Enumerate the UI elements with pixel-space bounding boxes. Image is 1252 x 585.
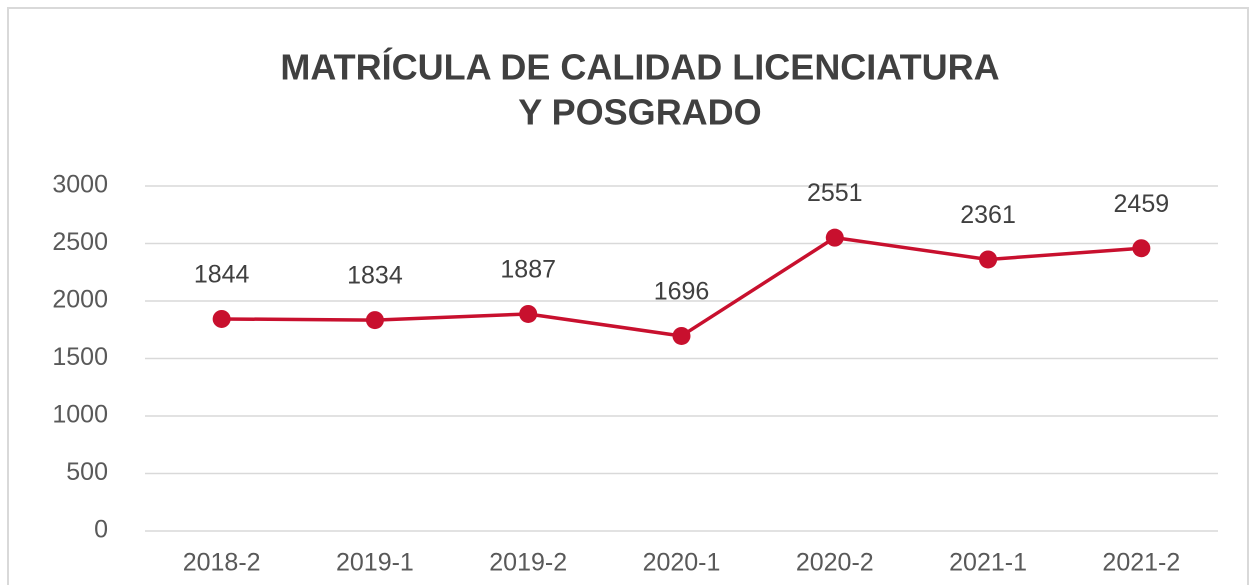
x-tick-label: 2018-2 xyxy=(183,549,261,577)
point xyxy=(825,228,844,247)
x-tick-label: 2019-1 xyxy=(336,549,414,577)
point xyxy=(672,326,691,345)
y-tick-label: 1500 xyxy=(52,343,108,371)
point xyxy=(519,304,538,323)
chart-title: Y POSGRADO xyxy=(518,92,761,133)
chart-title: MATRÍCULA DE CALIDAD LICENCIATURA xyxy=(280,47,999,88)
x-tick-label: 2020-1 xyxy=(643,549,721,577)
data-label: 1887 xyxy=(500,256,556,284)
point xyxy=(1132,239,1151,258)
x-tick-label: 2021-2 xyxy=(1102,549,1180,577)
y-tick-label: 1000 xyxy=(52,401,108,429)
data-label: 2551 xyxy=(807,179,863,207)
data-label: 1844 xyxy=(194,261,250,289)
y-tick-label: 0 xyxy=(94,516,108,544)
x-tick-label: 2021-1 xyxy=(949,549,1027,577)
point xyxy=(365,311,384,330)
x-tick-label: 2019-2 xyxy=(489,549,567,577)
data-label: 1696 xyxy=(654,278,710,306)
y-tick-label: 3000 xyxy=(52,171,108,199)
y-tick-label: 2500 xyxy=(52,228,108,256)
y-tick-label: 500 xyxy=(66,458,108,486)
data-label: 2361 xyxy=(960,201,1016,229)
y-tick-label: 2000 xyxy=(52,286,108,314)
point xyxy=(212,309,231,328)
chart-frame xyxy=(7,7,1249,585)
data-label: 1834 xyxy=(347,262,403,290)
data-label: 2459 xyxy=(1114,190,1170,218)
point xyxy=(979,250,998,269)
x-tick-label: 2020-2 xyxy=(796,549,874,577)
